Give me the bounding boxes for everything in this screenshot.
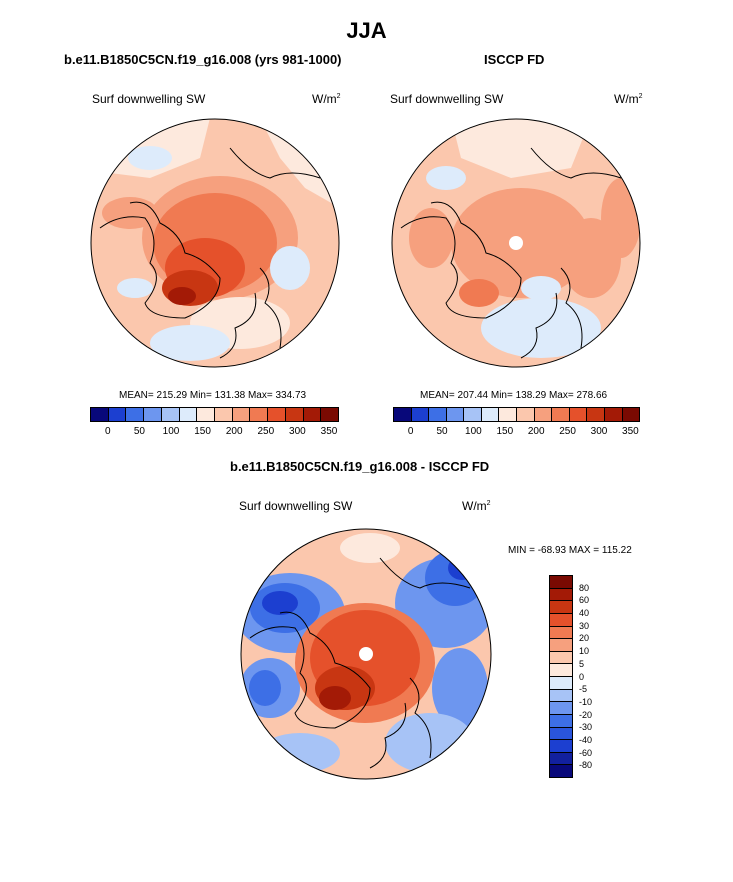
colorbar-swatch	[550, 689, 572, 703]
colorbar-swatch	[108, 408, 127, 421]
tick-label: 150	[194, 426, 211, 437]
tick-label: 200	[527, 426, 545, 437]
diff-colorbar-ticks: 80 60 40 30 20 10 5 0 -5 -10 -20 -30 -40…	[579, 575, 609, 778]
colorbar-swatch	[394, 408, 412, 421]
colorbar-swatch	[534, 408, 553, 421]
colorbar-swatch	[321, 408, 339, 421]
tick-label: -10	[579, 696, 593, 707]
diff-stats: MIN = -68.93 MAX = 115.22	[508, 545, 632, 556]
colorbar-swatch	[464, 408, 482, 421]
diff-units-label: W/m2	[462, 499, 491, 513]
model-units-label: W/m2	[312, 92, 341, 106]
tick-label: -20	[579, 709, 593, 720]
diff-variable-label: Surf downwelling SW	[239, 499, 353, 513]
obs-units-label: W/m2	[614, 92, 643, 106]
colorbar-swatch	[550, 588, 572, 602]
colorbar-swatch	[517, 408, 535, 421]
colorbar-swatch	[499, 408, 518, 421]
colorbar-swatch	[126, 408, 145, 421]
colorbar-swatch	[550, 639, 572, 652]
colorbar-swatch	[179, 408, 198, 421]
diff-polar-map	[240, 528, 492, 780]
tick-label: 350	[320, 426, 338, 437]
tick-label: 250	[257, 426, 275, 437]
tick-label: 5	[579, 658, 585, 669]
colorbar-swatch	[604, 408, 623, 421]
colorbar-swatch	[285, 408, 304, 421]
model-stats: MEAN= 215.29 Min= 131.38 Max= 334.73	[119, 390, 307, 401]
tick-label: 100	[465, 426, 482, 437]
colorbar-swatch	[550, 740, 572, 753]
model-colorbar-ticks: 0 50 100 150 200 250 300 350	[90, 426, 339, 440]
tick-label: 100	[162, 426, 180, 437]
tick-label: 10	[579, 646, 590, 657]
colorbar-swatch	[250, 408, 269, 421]
diff-panel-title: b.e11.B1850C5CN.f19_g16.008 - ISCCP FD	[230, 459, 490, 474]
tick-label: 50	[133, 426, 145, 437]
colorbar-swatch	[161, 408, 180, 421]
obs-panel-title: ISCCP FD	[484, 52, 545, 67]
colorbar-swatch	[429, 408, 447, 421]
colorbar-swatch	[268, 408, 286, 421]
tick-label: 0	[105, 426, 111, 437]
tick-label: 30	[579, 620, 590, 631]
diff-colorbar	[549, 575, 573, 778]
tick-label: 300	[289, 426, 306, 437]
colorbar-swatch	[552, 408, 570, 421]
colorbar-swatch	[303, 408, 322, 421]
colorbar-swatch	[587, 408, 605, 421]
season-title: JJA	[346, 18, 387, 43]
colorbar-swatch	[550, 664, 572, 677]
model-colorbar	[90, 407, 339, 422]
colorbar-swatch	[481, 408, 500, 421]
tick-label: 0	[579, 671, 585, 682]
obs-polar-map	[391, 118, 641, 368]
tick-label: 50	[436, 426, 448, 437]
colorbar-swatch	[550, 677, 572, 690]
colorbar-swatch	[197, 408, 216, 421]
model-polar-map	[90, 118, 340, 368]
colorbar-swatch	[550, 702, 572, 715]
tick-label: 0	[407, 426, 414, 437]
model-variable-label: Surf downwelling SW	[92, 92, 206, 106]
colorbar-swatch	[411, 408, 430, 421]
colorbar-swatch	[144, 408, 162, 421]
tick-label: -60	[579, 747, 593, 758]
colorbar-swatch	[569, 408, 588, 421]
tick-label: 200	[225, 426, 243, 437]
tick-label: 300	[590, 426, 608, 437]
tick-label: -5	[579, 684, 588, 695]
obs-stats: MEAN= 207.44 Min= 138.29 Max= 278.66	[420, 390, 608, 401]
tick-label: 350	[622, 426, 639, 437]
colorbar-swatch	[550, 765, 572, 777]
colorbar-swatch	[215, 408, 233, 421]
colorbar-swatch	[550, 576, 572, 589]
colorbar-swatch	[550, 727, 572, 741]
tick-label: -40	[579, 734, 593, 745]
colorbar-swatch	[550, 752, 572, 766]
colorbar-swatch	[550, 613, 572, 627]
colorbar-swatch	[550, 601, 572, 614]
colorbar-swatch	[550, 651, 572, 665]
colorbar-swatch	[232, 408, 251, 421]
colorbar-swatch	[550, 714, 572, 728]
tick-label: 250	[559, 426, 576, 437]
tick-label: -30	[579, 722, 593, 733]
colorbar-swatch	[622, 408, 640, 421]
tick-label: 40	[579, 608, 590, 619]
colorbar-swatch	[550, 626, 572, 640]
tick-label: 60	[579, 595, 590, 606]
obs-variable-label: Surf downwelling SW	[390, 92, 504, 106]
model-panel-title: b.e11.B1850C5CN.f19_g16.008 (yrs 981-100…	[64, 52, 342, 67]
tick-label: 20	[579, 633, 590, 644]
tick-label: 150	[496, 426, 514, 437]
colorbar-swatch	[91, 408, 109, 421]
obs-colorbar	[393, 407, 640, 422]
tick-label: 80	[579, 582, 590, 593]
obs-colorbar-ticks: 0 50 100 150 200 250 300 350	[393, 426, 640, 440]
tick-label: -80	[579, 760, 593, 771]
colorbar-swatch	[446, 408, 465, 421]
